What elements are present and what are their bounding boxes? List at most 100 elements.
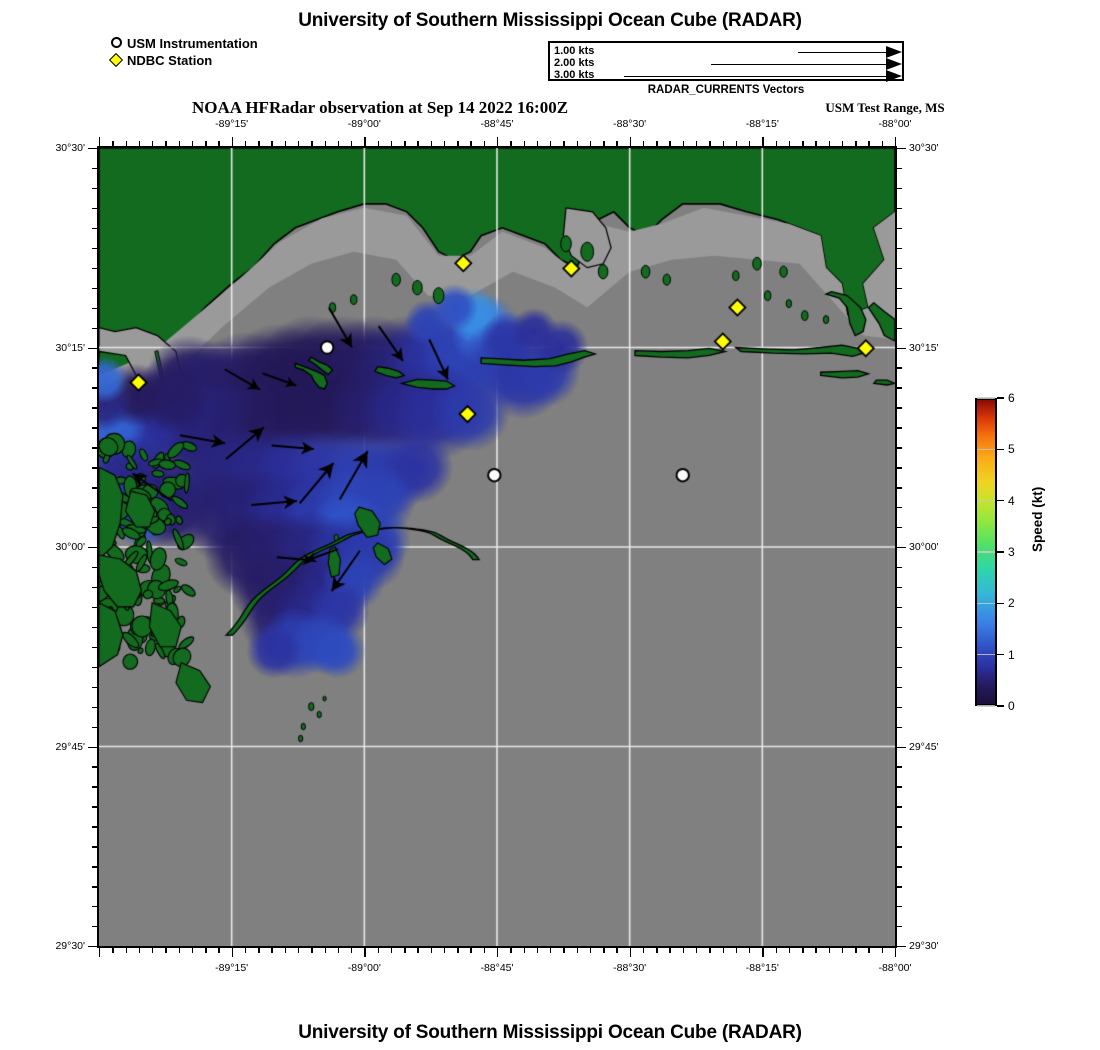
x-axis-tick-label-top-5: -88°00' [878, 118, 912, 130]
axis-tick [417, 948, 419, 953]
axis-tick [457, 948, 459, 953]
axis-tick [897, 886, 902, 888]
axis-tick [897, 247, 902, 250]
axis-tick [897, 187, 902, 190]
vector-shaft-3 [624, 76, 886, 77]
axis-tick [324, 948, 326, 953]
vector-scale-label-2: 2.00 kts [554, 57, 595, 69]
axis-tick [897, 686, 902, 689]
axis-tick [897, 367, 902, 369]
symbol-legend: USM Instrumentation NDBC Station [108, 36, 258, 70]
axis-tick [897, 606, 902, 609]
axis-tick [298, 948, 300, 953]
circle-marker-icon [109, 36, 127, 52]
axis-tick [897, 846, 902, 848]
y-axis-tick-label-left-3: 29°45' [55, 740, 85, 753]
y-axis-tick-label-right-0: 30°30' [909, 142, 939, 154]
y-axis-tick-label-right-3: 29°45' [909, 740, 939, 753]
axis-tick [897, 706, 902, 708]
axis-tick [629, 137, 632, 146]
axis-tick [897, 547, 906, 549]
axis-tick [231, 948, 234, 957]
colorbar-tick-label: 1 [1008, 647, 1015, 662]
legend-item-ndbc: NDBC Station [108, 52, 258, 69]
axis-tick [897, 786, 902, 788]
axis-tick [88, 148, 97, 150]
axis-tick [603, 948, 605, 953]
colorbar-tick [997, 499, 1004, 502]
axis-tick [897, 407, 902, 409]
x-axis-tick-label-bottom-0: -89°15' [215, 962, 249, 974]
axis-tick [897, 347, 906, 349]
x-axis-tick-label-bottom-3: -88°30' [613, 962, 647, 974]
axis-tick [897, 866, 902, 868]
colorbar-title: Speed (kt) [1030, 486, 1045, 552]
legend-label-ndbc: NDBC Station [127, 53, 213, 68]
axis-tick [351, 948, 353, 953]
x-axis-tick-label-top-1: -89°00' [347, 118, 381, 130]
colorbar-tick [997, 448, 1004, 451]
axis-tick [497, 948, 499, 957]
axis-tick [563, 948, 565, 953]
chart-subtitle: NOAA HFRadar observation at Sep 14 2022 … [191, 98, 569, 117]
axis-tick [510, 948, 512, 953]
axis-tick [443, 948, 446, 953]
axis-tick [897, 387, 902, 389]
colorbar-tick-label: 0 [1008, 699, 1015, 713]
axis-tick [897, 507, 902, 509]
y-axis-tick-label-left-4: 29°30' [55, 940, 85, 952]
axis-tick [897, 207, 902, 210]
x-axis-tick-label-bottom-1: -89°00' [347, 962, 381, 974]
axis-tick [897, 287, 902, 290]
axis-tick [483, 948, 486, 953]
axis-tick [284, 948, 287, 953]
axis-tick [897, 487, 902, 489]
colorbar-tick-label: 4 [1008, 493, 1015, 508]
axis-tick [470, 948, 472, 953]
vector-legend-caption: RADAR_CURRENTS Vectors [647, 84, 805, 96]
page-title: University of Southern Mississippi Ocean… [298, 10, 802, 31]
legend-label-usm: USM Instrumentation [127, 36, 258, 51]
axis-tick [897, 586, 902, 589]
axis-tick [897, 427, 902, 429]
axis-tick [589, 948, 592, 953]
site-label: USM Test Range, MS [825, 100, 945, 115]
x-axis-tick-label-bottom-2: -88°45' [480, 962, 514, 974]
axis-tick [152, 948, 154, 953]
colorbar-tick [997, 602, 1004, 605]
axis-tick [897, 527, 902, 529]
axis-tick [897, 327, 902, 329]
vector-scale-label-1: 1.00 kts [554, 45, 595, 57]
axis-tick [897, 307, 902, 309]
axis-tick [390, 948, 393, 953]
colorbar-tick [997, 551, 1004, 553]
axis-tick [642, 948, 645, 953]
axis-tick [762, 137, 764, 146]
axis-tick [231, 137, 234, 146]
axis-tick [88, 946, 97, 948]
axis-tick [205, 948, 207, 953]
x-axis-tick-label-top-2: -88°45' [480, 118, 514, 130]
map-plot-area[interactable] [97, 146, 897, 948]
y-axis-tick-label-right-2: 30°00' [909, 541, 939, 553]
axis-tick [897, 726, 902, 728]
axis-tick [897, 666, 902, 669]
map-canvas[interactable] [99, 148, 895, 946]
axis-tick [218, 948, 220, 953]
axis-tick [669, 948, 671, 953]
axis-tick [855, 948, 857, 953]
speed-colorbar [975, 398, 997, 706]
axis-tick [881, 948, 884, 953]
axis-tick [99, 948, 101, 957]
footer-title: University of Southern Mississippi Ocean… [298, 1022, 802, 1043]
legend-item-usm: USM Instrumentation [109, 36, 258, 52]
vector-scale-legend: 1.00 kts 2.00 kts 3.00 kts [548, 41, 904, 82]
x-axis-tick-label-top-4: -88°15' [745, 118, 779, 130]
axis-tick [88, 547, 97, 549]
x-axis-tick-label-bottom-5: -88°00' [878, 962, 912, 974]
axis-tick [165, 948, 167, 953]
axis-tick [897, 826, 902, 828]
axis-tick [841, 948, 844, 953]
axis-tick [377, 948, 379, 953]
axis-tick [191, 948, 194, 953]
